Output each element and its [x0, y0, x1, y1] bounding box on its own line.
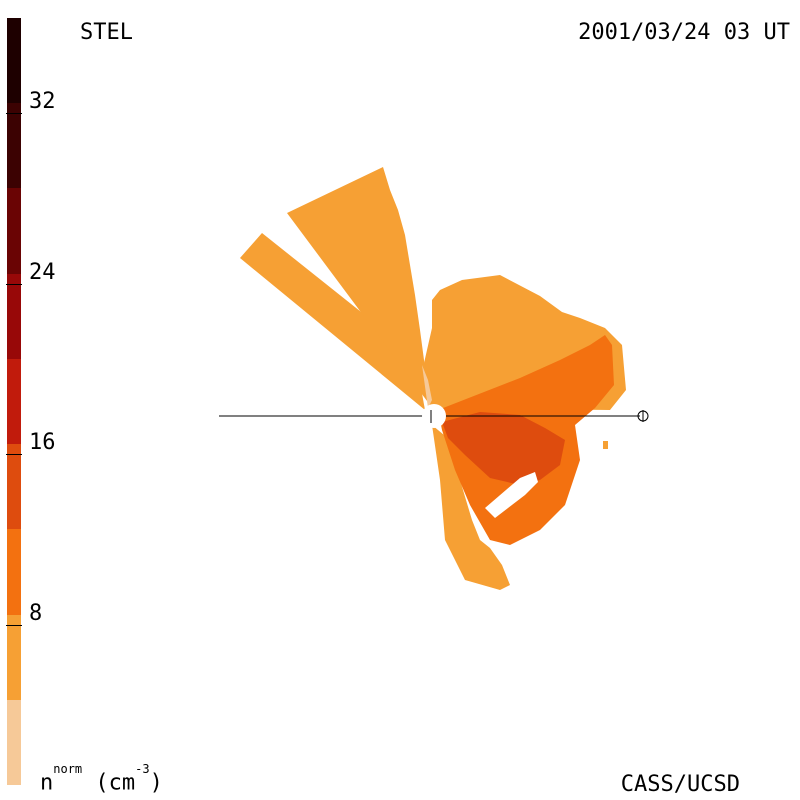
density-colorbar	[7, 18, 21, 785]
colorbar-tick	[6, 624, 22, 626]
observatory-label: STEL	[80, 20, 133, 45]
colorbar-level	[7, 18, 21, 104]
timestamp-label: 2001/03/24 03 UT	[578, 20, 790, 45]
density-region	[287, 167, 430, 405]
colorbar-level	[7, 699, 21, 785]
colorbar-tick	[6, 283, 22, 285]
unit-rest: (cm	[95, 770, 136, 796]
colorbar-tick-label: 24	[29, 259, 56, 285]
colorbar-level	[7, 273, 21, 359]
colorbar-level	[7, 188, 21, 274]
unit-base: n	[40, 770, 54, 796]
colorbar-level	[7, 529, 21, 615]
density-region	[442, 412, 565, 485]
unit-exponent: -3	[135, 762, 150, 776]
colorbar-level	[7, 358, 21, 445]
colorbar-tick-label: 8	[29, 600, 43, 626]
density-region	[422, 365, 432, 408]
density-region	[240, 233, 425, 410]
colorbar-level	[7, 103, 21, 189]
unit-superscript: norm	[53, 762, 83, 776]
credit-label: CASS/UCSD	[620, 772, 740, 797]
colorbar-level	[7, 444, 21, 530]
unit-close: )	[149, 770, 163, 796]
colorbar-tick	[6, 113, 22, 115]
colorbar-tick-label: 32	[29, 89, 56, 115]
density-gap	[485, 472, 538, 518]
colorbar-tick	[6, 454, 22, 456]
density-region	[432, 425, 510, 590]
sun-icon	[422, 404, 446, 428]
colorbar-tick-label: 16	[29, 430, 56, 456]
colorbar-level	[7, 614, 21, 700]
density-speck	[603, 441, 608, 449]
unit-label: nnorm (cm-3)	[40, 762, 163, 796]
